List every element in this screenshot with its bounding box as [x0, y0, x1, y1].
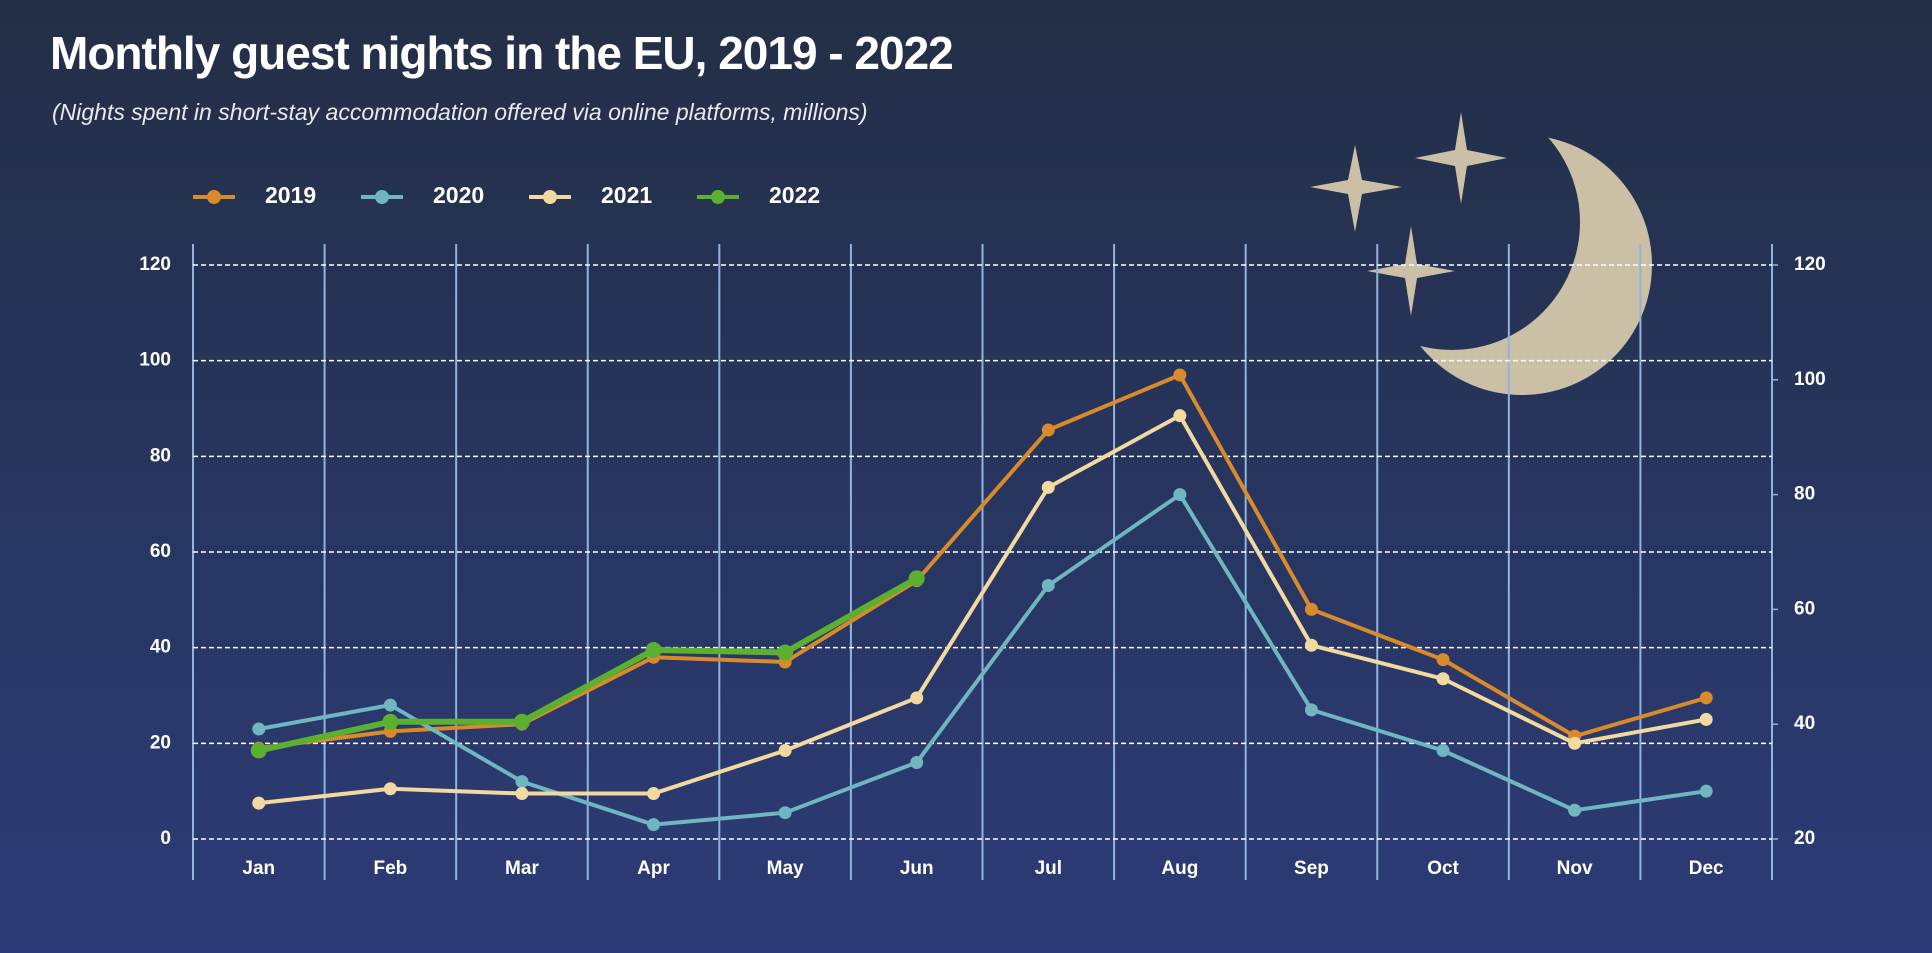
x-tick-label: Jun	[900, 858, 934, 879]
data-point	[1305, 639, 1318, 652]
data-point	[1700, 691, 1713, 704]
x-tick-label: Nov	[1557, 858, 1593, 879]
y-tick-label: 100	[139, 350, 171, 371]
data-point	[909, 570, 925, 586]
x-tick-label: Jan	[242, 858, 275, 879]
page: Monthly guest nights in the EU, 2019 - 2…	[0, 0, 1932, 953]
data-point	[910, 691, 923, 704]
y2-tick-label: 60	[1794, 598, 1815, 619]
data-point	[910, 756, 923, 769]
legend-label: 2019	[265, 182, 316, 208]
y2-tick-label: 100	[1794, 369, 1826, 390]
y-tick-label: 120	[139, 254, 171, 275]
legend-label: 2022	[769, 182, 820, 208]
legend-marker	[375, 190, 389, 204]
data-point	[1042, 481, 1055, 494]
legend-label: 2021	[601, 182, 652, 208]
data-point	[1437, 653, 1450, 666]
legend-marker	[711, 190, 725, 204]
x-tick-label: Aug	[1161, 858, 1198, 879]
data-point	[647, 787, 660, 800]
data-point	[1305, 603, 1318, 616]
data-point	[1568, 737, 1581, 750]
data-point	[646, 642, 662, 658]
data-point	[1173, 369, 1186, 382]
y2-tick-label: 20	[1794, 828, 1815, 849]
x-tick-label: May	[767, 858, 804, 879]
chart: Monthly guest nights in the EU, 2019 - 2…	[0, 0, 1932, 953]
data-point	[1437, 744, 1450, 757]
legend-label: 2020	[433, 182, 484, 208]
data-point	[1700, 785, 1713, 798]
legend-marker	[207, 190, 221, 204]
y-tick-label: 80	[150, 445, 171, 466]
data-point	[1305, 703, 1318, 716]
data-point	[1700, 713, 1713, 726]
legend-marker	[543, 190, 557, 204]
data-point	[515, 787, 528, 800]
chart-subtitle: (Nights spent in short-stay accommodatio…	[52, 99, 868, 125]
data-point	[1437, 672, 1450, 685]
data-point	[1042, 579, 1055, 592]
y-tick-label: 0	[160, 828, 171, 849]
y-tick-label: 40	[150, 637, 171, 658]
y2-tick-label: 40	[1794, 713, 1815, 734]
data-point	[777, 644, 793, 660]
data-point	[384, 699, 397, 712]
x-tick-label: Dec	[1689, 858, 1724, 879]
data-point	[779, 744, 792, 757]
x-tick-label: Apr	[637, 858, 670, 879]
x-tick-label: Sep	[1294, 858, 1329, 879]
data-point	[1042, 424, 1055, 437]
y2-tick-label: 120	[1794, 254, 1826, 275]
data-point	[252, 797, 265, 810]
x-tick-label: Mar	[505, 858, 539, 879]
y-tick-label: 20	[150, 732, 171, 753]
data-point	[251, 743, 267, 759]
data-point	[515, 775, 528, 788]
data-point	[1173, 488, 1186, 501]
y2-tick-label: 80	[1794, 484, 1815, 505]
x-tick-label: Oct	[1427, 858, 1459, 879]
data-point	[514, 714, 530, 730]
data-point	[1173, 409, 1186, 422]
data-point	[252, 722, 265, 735]
data-point	[779, 806, 792, 819]
x-tick-label: Jul	[1035, 858, 1062, 879]
chart-title: Monthly guest nights in the EU, 2019 - 2…	[50, 27, 953, 79]
x-tick-label: Feb	[373, 858, 407, 879]
background	[0, 0, 1932, 953]
data-point	[384, 782, 397, 795]
data-point	[382, 714, 398, 730]
y-tick-label: 60	[150, 541, 171, 562]
data-point	[1568, 804, 1581, 817]
data-point	[647, 818, 660, 831]
